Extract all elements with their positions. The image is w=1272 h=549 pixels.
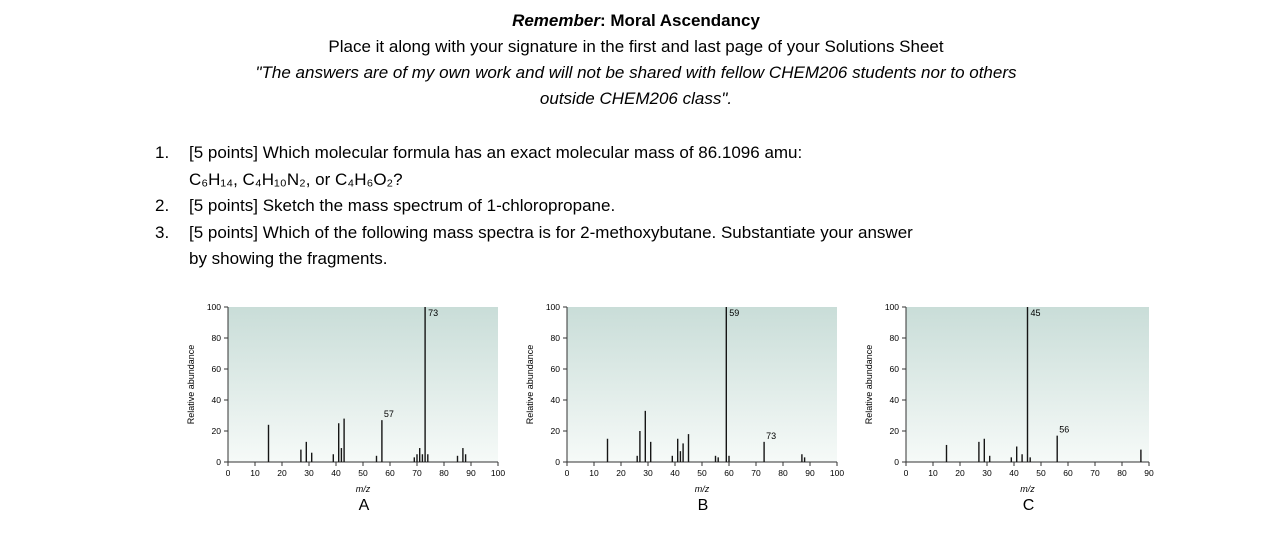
svg-text:0: 0 [565,468,570,478]
svg-text:10: 10 [928,468,938,478]
header-line2: Place it along with your signature in th… [328,37,944,56]
chart-c-label: C [1022,496,1035,514]
svg-text:20: 20 [551,426,561,436]
svg-text:30: 30 [982,468,992,478]
svg-text:Relative abundance: Relative abundance [525,344,535,424]
svg-text:80: 80 [778,468,788,478]
svg-text:60: 60 [551,364,561,374]
svg-text:90: 90 [1144,468,1154,478]
svg-text:60: 60 [212,364,222,374]
header-line1: Remember: Moral Ascendancy [0,8,1272,34]
mass-spectrum-chart-a: 0 20 40 60 80 100 0 10 20 30 40 50 60 70 80 90 100 57 73 Re… [186,302,505,494]
svg-text:56: 56 [1059,424,1069,434]
svg-text:100: 100 [830,468,844,478]
svg-text:40: 40 [212,395,222,405]
svg-text:70: 70 [751,468,761,478]
svg-text:80: 80 [439,468,449,478]
document-header: Remember: Moral Ascendancy Place it alon… [0,0,1272,112]
svg-text:40: 40 [331,468,341,478]
svg-text:100: 100 [546,302,560,312]
svg-text:80: 80 [212,333,222,343]
svg-text:60: 60 [385,468,395,478]
svg-text:100: 100 [491,468,505,478]
svg-text:m/z: m/z [1020,484,1035,494]
svg-text:100: 100 [885,302,899,312]
svg-text:60: 60 [724,468,734,478]
question-1-number: 1. [155,143,170,162]
question-2-line1: [5 points] Sketch the mass spectrum of 1… [189,196,616,215]
mass-spectrum-chart-b: 0 20 40 60 80 100 0 10 20 30 40 50 60 70 80 90 100 59 73 Re… [525,302,844,494]
svg-text:59: 59 [729,308,739,318]
svg-text:0: 0 [904,468,909,478]
chart-b-label: B [697,496,709,514]
svg-text:30: 30 [643,468,653,478]
question-1-line1: [5 points] Which molecular formula has a… [189,143,803,162]
svg-text:90: 90 [466,468,476,478]
svg-text:57: 57 [384,409,394,419]
svg-text:60: 60 [890,364,900,374]
mass-spectrum-b-block: 0 20 40 60 80 100 0 10 20 30 40 50 60 70 80 90 100 59 73 Re… [522,299,851,515]
svg-text:80: 80 [890,333,900,343]
svg-text:0: 0 [555,457,560,467]
svg-text:80: 80 [1117,468,1127,478]
svg-text:80: 80 [551,333,561,343]
svg-text:73: 73 [428,308,438,318]
svg-text:m/z: m/z [695,484,710,494]
svg-text:20: 20 [212,426,222,436]
svg-text:45: 45 [1031,308,1041,318]
svg-text:90: 90 [805,468,815,478]
svg-text:50: 50 [1036,468,1046,478]
question-3-text: [5 points] Which of the following mass s… [189,220,913,273]
svg-text:70: 70 [412,468,422,478]
svg-text:20: 20 [616,468,626,478]
question-2: 2. [5 points] Sketch the mass spectrum o… [155,193,1272,220]
svg-text:100: 100 [207,302,221,312]
svg-text:20: 20 [890,426,900,436]
honor-quote-line1: "The answers are of my own work and will… [255,63,1017,82]
svg-text:20: 20 [277,468,287,478]
svg-text:10: 10 [250,468,260,478]
svg-text:40: 40 [890,395,900,405]
question-2-number: 2. [155,196,170,215]
svg-text:50: 50 [697,468,707,478]
mass-spectrum-chart-c: 0 20 40 60 80 100 0 10 20 30 40 50 60 70 80 90 45 56 Relat… [864,302,1154,494]
question-3: 3. [5 points] Which of the following mas… [155,220,1272,273]
mass-spectra-row: 0 20 40 60 80 100 0 10 20 30 40 50 60 70 80 90 100 57 73 Re… [183,299,1272,515]
svg-text:0: 0 [226,468,231,478]
svg-text:Relative abundance: Relative abundance [186,344,196,424]
svg-text:0: 0 [894,457,899,467]
honor-quote-line2: outside CHEM206 class". [539,89,733,108]
question-1-line2: C₆H₁₄, C₄H₁₀N₂, or C₄H₆O₂? [189,169,403,189]
svg-text:40: 40 [551,395,561,405]
question-3-line2: by showing the fragments. [189,249,388,268]
question-1-text: [5 points] Which molecular formula has a… [189,140,802,193]
svg-text:20: 20 [955,468,965,478]
chart-a-label: A [358,496,370,514]
mass-spectrum-c-block: 0 20 40 60 80 100 0 10 20 30 40 50 60 70 80 90 45 56 Relat… [861,299,1163,515]
svg-text:m/z: m/z [356,484,371,494]
svg-text:10: 10 [589,468,599,478]
question-3-line1: [5 points] Which of the following mass s… [189,222,913,242]
question-3-number: 3. [155,222,170,242]
svg-text:0: 0 [216,457,221,467]
svg-text:70: 70 [1090,468,1100,478]
question-list: 1. [5 points] Which molecular formula ha… [155,140,1272,273]
header-line1-rest: : Moral Ascendancy [599,11,760,30]
svg-text:30: 30 [304,468,314,478]
svg-text:73: 73 [766,430,776,440]
svg-text:40: 40 [670,468,680,478]
svg-text:50: 50 [358,468,368,478]
svg-text:60: 60 [1063,468,1073,478]
mass-spectrum-a-block: 0 20 40 60 80 100 0 10 20 30 40 50 60 70 80 90 100 57 73 Re… [183,299,512,515]
question-1: 1. [5 points] Which molecular formula ha… [155,140,1272,193]
svg-text:Relative abundance: Relative abundance [864,344,874,424]
remember-label: Remember [512,11,600,30]
question-2-text: [5 points] Sketch the mass spectrum of 1… [189,193,615,220]
svg-text:40: 40 [1009,468,1019,478]
